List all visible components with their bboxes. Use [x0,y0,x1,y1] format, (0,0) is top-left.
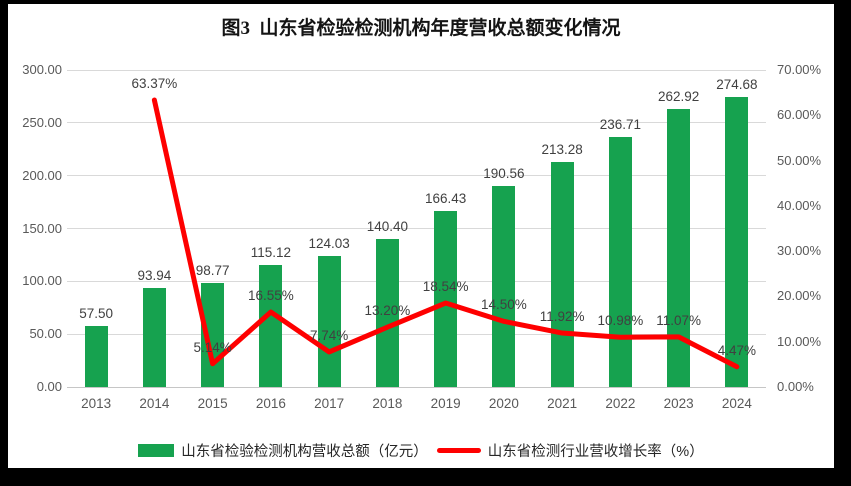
line-point-label: 5.14% [193,339,232,355]
line-point-label: 4.47% [717,342,757,358]
y-axis-right-tick-label: 40.00% [777,197,822,213]
x-axis-tick-label: 2020 [488,396,519,411]
y-axis-left-tick-label: 0.00 [36,379,62,394]
x-axis-tick-label: 2014 [139,396,170,411]
y-axis-right-tick-label: 10.00% [777,333,822,349]
bar-2022 [608,136,632,387]
x-axis-tick-label: 2021 [547,396,578,411]
x-axis-tick-label: 2024 [721,396,752,411]
line-point-label: 63.37% [131,76,178,92]
bar-2021 [550,161,574,387]
y-axis-right-tick-label: 0.00% [777,379,814,394]
y-axis-left-tick-label: 200.00 [22,167,62,183]
legend-item: 山东省检测行业营收增长率（%） [436,440,704,461]
bar-2014 [142,287,166,387]
y-axis-left-tick-label: 150.00 [22,220,62,236]
line-point-label: 14.50% [480,297,527,313]
bar-value-label: 57.50 [79,306,114,322]
line-point-label: 7.74% [309,327,349,343]
line-point-label: 13.20% [364,303,411,319]
bar-2023 [667,109,691,387]
y-axis-right-tick-label: 20.00% [777,288,822,304]
x-axis-tick-label: 2016 [255,396,286,411]
bar-value-label: 274.68 [716,76,758,92]
bar-2016 [259,265,283,387]
y-axis-left-tick-label: 300.00 [22,62,62,77]
bar-value-label: 236.71 [599,116,642,132]
y-axis-right-tick-label: 70.00% [777,62,822,77]
gridline [67,69,766,71]
legend-line-swatch [436,448,481,453]
y-axis-left-tick-label: 250.00 [22,114,62,130]
line-point-label: 10.98% [597,313,644,329]
x-axis-tick-label: 2017 [314,396,345,411]
y-axis-left-tick-label: 100.00 [22,273,62,289]
gridline [67,122,766,124]
x-axis-tick-label: 2022 [605,396,636,411]
x-axis-tick-label: 2023 [663,396,694,411]
bar-value-label: 124.03 [308,235,350,251]
bar-2019 [434,211,458,387]
chart-title: 图3 山东省检验检测机构年度营收总额变化情况 [221,18,621,39]
gridline [67,175,766,177]
bar-2020 [492,185,516,387]
line-point-label: 11.07% [656,312,702,328]
x-axis-tick-label: 2013 [81,396,112,411]
legend-bar-swatch [138,444,175,457]
chart-legend: 山东省检验检测机构营收总额（亿元） 山东省检测行业营收增长率（%） [8,440,834,461]
bar-value-label: 140.40 [366,218,409,234]
bar-value-label: 190.56 [483,165,525,181]
legend-item: 山东省检验检测机构营收总额（亿元） [138,440,428,461]
x-axis-tick-label: 2019 [430,396,461,411]
bar-value-label: 98.77 [195,262,230,278]
x-axis-tick-label: 2018 [372,396,403,411]
legend-label: 山东省检测行业营收增长率（%） [487,444,704,460]
y-axis-right-tick-label: 60.00% [777,107,822,123]
bar-2013 [84,326,108,387]
y-axis-left-tick-label: 50.00 [29,326,62,342]
bar-2017 [317,255,341,387]
line-point-label: 18.54% [422,279,469,295]
bar-2015 [201,282,225,387]
y-axis-right-tick-label: 30.00% [777,243,822,259]
y-axis-right-tick-label: 50.00% [777,152,822,168]
legend-label: 山东省检验检测机构营收总额（亿元） [181,444,428,460]
line-point-label: 11.92% [539,309,585,325]
gridline [67,386,766,388]
gridline [67,333,766,335]
bar-value-label: 213.28 [541,141,583,157]
line-point-label: 16.55% [247,288,294,304]
x-axis-tick-label: 2015 [197,396,228,411]
bar-value-label: 166.43 [424,191,467,207]
